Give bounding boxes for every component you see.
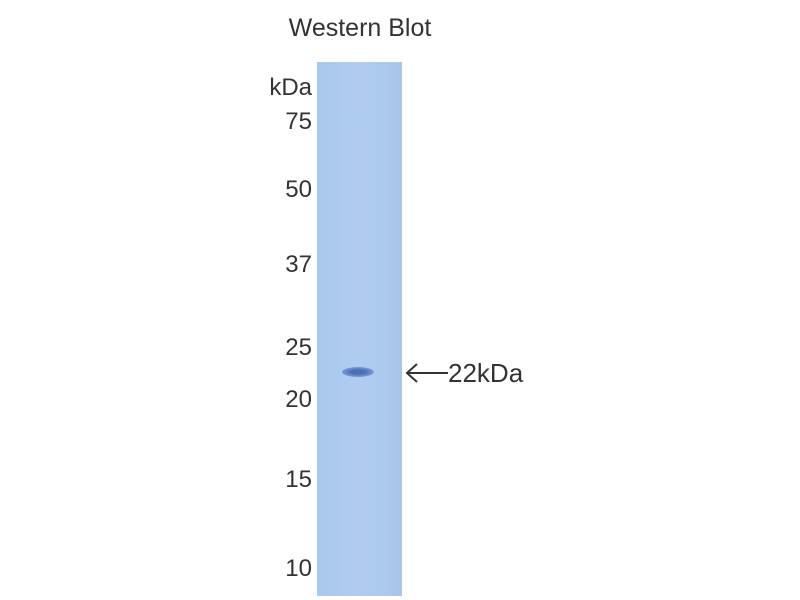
blot-title: Western Blot	[288, 14, 432, 42]
marker-15: 15	[285, 466, 312, 493]
arrow-left-icon	[405, 363, 448, 383]
marker-20: 20	[285, 386, 312, 413]
marker-75: 75	[285, 108, 312, 135]
marker-37: 37	[285, 251, 312, 278]
unit-label: kDa	[269, 74, 312, 101]
protein-band	[342, 367, 374, 377]
marker-50: 50	[285, 176, 312, 203]
marker-10: 10	[285, 555, 312, 582]
marker-25: 25	[285, 334, 312, 361]
band-size-label: 22kDa	[448, 358, 524, 388]
gel-lane	[317, 62, 402, 596]
